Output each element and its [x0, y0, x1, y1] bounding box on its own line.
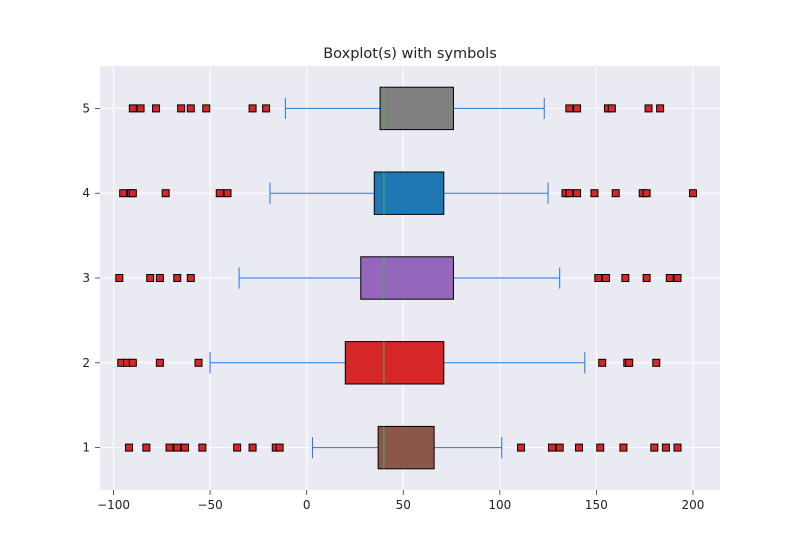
flier-point [575, 443, 584, 452]
flier-point [517, 443, 526, 452]
flier-point [128, 358, 137, 367]
y-tick-label: 4 [82, 186, 90, 200]
flier-point [573, 189, 582, 198]
flier-point [119, 189, 128, 198]
flier-point [661, 443, 670, 452]
box-2 [117, 341, 661, 385]
flier-point [590, 189, 599, 198]
flier-point [621, 274, 630, 282]
x-tick-label: −100 [97, 498, 130, 512]
flier-point [161, 189, 170, 198]
flier-point [619, 443, 628, 452]
x-axis-ticks: −100 −50 0 50 100 150 200 [97, 490, 704, 512]
y-axis-ticks: 1 2 3 4 5 [82, 101, 100, 455]
flier-point [155, 274, 164, 282]
flier-point [177, 104, 186, 113]
y-tick-label: 5 [82, 101, 90, 115]
flier-point [611, 189, 620, 198]
flier-point [673, 274, 682, 282]
flier-point [152, 104, 161, 113]
flier-point [146, 274, 155, 282]
flier-point [136, 104, 145, 113]
flier-point [124, 443, 133, 452]
flier-point [602, 274, 611, 282]
flier-point [180, 443, 189, 452]
box-body [373, 171, 445, 215]
box-body [377, 425, 435, 470]
flier-point [223, 189, 232, 198]
flier-point [555, 443, 564, 452]
flier-point [155, 358, 164, 367]
flier-point [248, 443, 257, 452]
box-1 [124, 425, 682, 470]
flier-point [248, 104, 257, 113]
flier-point [565, 104, 574, 113]
box-5 [128, 86, 665, 131]
flier-point [642, 189, 651, 198]
box-body [360, 256, 454, 300]
flier-point [625, 358, 634, 367]
flier-point [165, 443, 174, 452]
flier-point [573, 104, 582, 113]
flier-point [688, 189, 697, 198]
flier-point [565, 189, 574, 198]
flier-point [128, 104, 137, 113]
flier-point [650, 443, 659, 452]
flier-point [186, 104, 195, 113]
y-tick-label: 3 [82, 271, 90, 285]
flier-point [656, 104, 665, 113]
flier-point [233, 443, 242, 452]
x-tick-label: 0 [303, 498, 311, 512]
x-tick-label: 150 [585, 498, 608, 512]
boxes-group [115, 86, 697, 470]
flier-point [128, 189, 137, 198]
flier-point [115, 274, 124, 282]
flier-point [173, 443, 182, 452]
flier-point [215, 189, 224, 198]
y-tick-label: 1 [82, 441, 90, 455]
box-body [344, 341, 445, 385]
flier-point [644, 104, 653, 113]
box-4 [119, 171, 697, 215]
flier-point [262, 104, 271, 113]
x-tick-label: 100 [488, 498, 511, 512]
flier-point [202, 104, 211, 113]
flier-point [596, 443, 605, 452]
chart-title: Boxplot(s) with symbols [323, 46, 497, 62]
box-3 [115, 256, 682, 300]
flier-point [275, 443, 284, 452]
flier-point [598, 358, 607, 367]
flier-point [607, 104, 616, 113]
flier-point [142, 443, 151, 452]
x-tick-label: 50 [396, 498, 411, 512]
flier-point [673, 443, 682, 452]
flier-point [594, 274, 603, 282]
flier-point [173, 274, 182, 282]
x-tick-label: −50 [197, 498, 222, 512]
flier-point [665, 274, 674, 282]
flier-point [652, 358, 661, 367]
flier-point [198, 443, 207, 452]
flier-point [186, 274, 195, 282]
flier-point [547, 443, 556, 452]
y-tick-label: 2 [82, 356, 90, 370]
x-tick-label: 200 [682, 498, 705, 512]
box-body [379, 86, 454, 131]
flier-point [642, 274, 651, 282]
flier-point [194, 358, 203, 367]
